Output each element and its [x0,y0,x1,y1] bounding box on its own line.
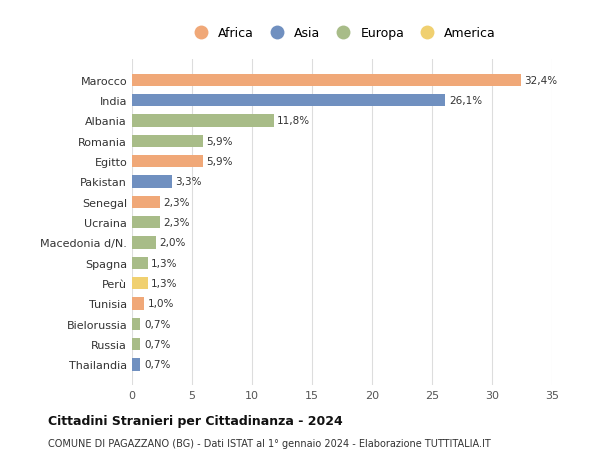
Bar [132,74,521,87]
Text: 26,1%: 26,1% [449,96,482,106]
Text: 5,9%: 5,9% [206,157,233,167]
Bar [132,135,203,147]
Text: COMUNE DI PAGAZZANO (BG) - Dati ISTAT al 1° gennaio 2024 - Elaborazione TUTTITAL: COMUNE DI PAGAZZANO (BG) - Dati ISTAT al… [48,438,491,448]
Bar [132,176,172,188]
Bar [132,338,140,351]
Bar [132,115,274,127]
Bar [132,257,148,269]
Text: 3,3%: 3,3% [175,177,202,187]
Text: 1,3%: 1,3% [151,279,178,288]
Text: Cittadini Stranieri per Cittadinanza - 2024: Cittadini Stranieri per Cittadinanza - 2… [48,414,343,428]
Bar [132,358,140,371]
Text: 1,3%: 1,3% [151,258,178,268]
Text: 2,3%: 2,3% [163,218,190,228]
Bar [132,196,160,208]
Legend: Africa, Asia, Europa, America: Africa, Asia, Europa, America [184,23,500,44]
Text: 2,3%: 2,3% [163,197,190,207]
Bar [132,95,445,107]
Bar [132,237,156,249]
Bar [132,277,148,290]
Text: 1,0%: 1,0% [148,299,174,309]
Bar [132,318,140,330]
Text: 11,8%: 11,8% [277,116,310,126]
Text: 2,0%: 2,0% [160,238,186,248]
Text: 0,7%: 0,7% [144,360,170,369]
Text: 0,7%: 0,7% [144,339,170,349]
Text: 32,4%: 32,4% [524,76,557,85]
Bar [132,298,144,310]
Bar [132,156,203,168]
Bar [132,217,160,229]
Text: 5,9%: 5,9% [206,136,233,146]
Text: 0,7%: 0,7% [144,319,170,329]
